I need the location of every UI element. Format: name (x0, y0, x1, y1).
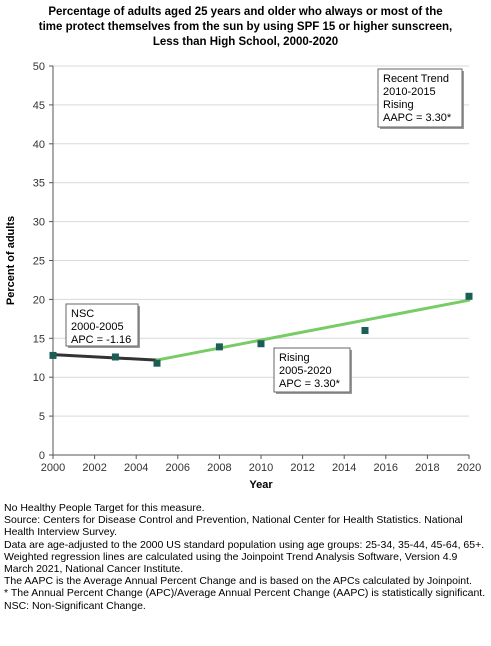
footnote: Weighted regression lines are calculated… (4, 550, 458, 576)
chart-title: Percentage of adults aged 25 years and o… (0, 5, 491, 50)
title-line: Percentage of adults aged 25 years and o… (48, 6, 443, 18)
y-tick-label: 40 (33, 139, 45, 151)
trend-line (155, 298, 471, 362)
x-tick-label: 2004 (124, 462, 148, 474)
trend-line (51, 353, 159, 362)
y-tick-label: 35 (33, 178, 45, 190)
y-tick-label: 30 (33, 217, 45, 229)
footnote: The AAPC is the Average Annual Percent C… (4, 575, 472, 588)
footnote: * The Annual Percent Change (APC)/Averag… (4, 587, 486, 600)
data-point (215, 343, 223, 351)
y-tick-label: 50 (33, 61, 45, 73)
annotation-box (65, 303, 139, 347)
y-tick-label: 0 (39, 450, 45, 462)
footnote: Data are age-adjusted to the 2000 US sta… (4, 538, 485, 551)
y-tick-label: 5 (39, 411, 45, 423)
x-tick-label: 2016 (374, 462, 398, 474)
x-tick-label: 2006 (166, 462, 190, 474)
x-tick-label: 2010 (249, 462, 273, 474)
annotation-text: NSC (71, 308, 94, 320)
x-tick-label: 2012 (290, 462, 314, 474)
footnotes: No Healthy People Target for this measur… (4, 502, 486, 612)
x-tick-label: 2002 (82, 462, 106, 474)
footnote: NSC: Non-Significant Change. (4, 599, 146, 612)
annotation-text: 2005-2020 (279, 365, 332, 377)
annotation-text: APC = 3.30* (279, 378, 341, 390)
data-point (49, 351, 57, 359)
annotation-text: APC = -1.16 (71, 334, 131, 346)
data-point (257, 340, 265, 348)
annotation-text: Recent Trend (383, 73, 449, 85)
annotation-text: AAPC = 3.30* (383, 112, 452, 124)
x-tick-label: 2018 (415, 462, 439, 474)
x-tick-label: 2014 (332, 462, 356, 474)
y-tick-label: 25 (33, 256, 45, 268)
annotation-box (273, 347, 351, 393)
annotation-text: 2000-2005 (71, 321, 124, 333)
y-tick-label: 10 (33, 372, 45, 384)
data-point (153, 359, 161, 367)
x-tick-label: 2020 (457, 462, 481, 474)
title-line: Less than High School, 2000-2020 (152, 36, 339, 48)
annotation-box (377, 68, 463, 128)
data-point (361, 327, 369, 335)
x-axis-title: Year (249, 479, 273, 491)
annotation-text: Rising (279, 352, 310, 364)
y-tick-label: 45 (33, 100, 45, 112)
footnote: No Healthy People Target for this measur… (4, 502, 205, 514)
annotation-text: 2010-2015 (383, 86, 436, 98)
footnote: Source: Centers for Disease Control and … (4, 514, 463, 539)
data-point (465, 292, 473, 300)
annotation-text: Rising (383, 99, 414, 111)
data-point (111, 353, 119, 361)
x-tick-label: 2008 (207, 462, 231, 474)
y-tick-label: 15 (33, 333, 45, 345)
y-axis-title: Percent of adults (5, 216, 17, 305)
y-tick-label: 20 (33, 294, 45, 306)
title-line: time protect themselves from the sun by … (38, 21, 453, 33)
x-tick-label: 2000 (41, 462, 65, 474)
chart-canvas: 0 5 10 15 20 25 30 35 40 45 50 2000 2002 2004 2006 2008… (5, 61, 481, 491)
